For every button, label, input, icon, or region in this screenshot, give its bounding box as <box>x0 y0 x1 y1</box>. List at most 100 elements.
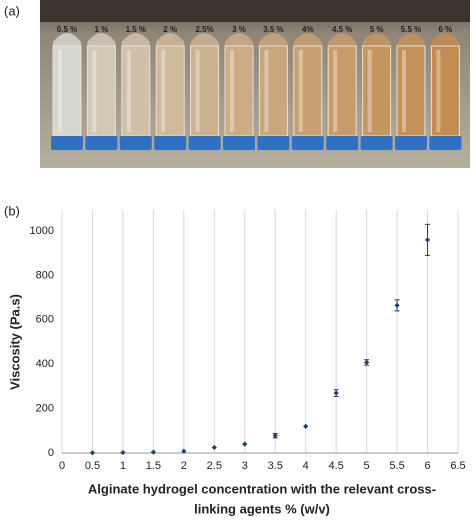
point <box>333 390 339 396</box>
point <box>424 237 431 243</box>
tube-shine <box>230 50 234 132</box>
x-tick-label: 2 <box>181 460 187 472</box>
tube-cap-top <box>293 33 322 48</box>
tube <box>396 45 426 137</box>
y-tick-label: 0 <box>48 447 54 459</box>
tube-label: 4.5 % <box>332 25 352 34</box>
x-tick-label: 0.5 <box>85 460 100 472</box>
y-tick-label: 200 <box>36 403 54 415</box>
tube-shine <box>298 50 303 132</box>
tube <box>155 45 185 137</box>
tube <box>224 45 254 137</box>
tube-label: 6 % <box>439 25 453 34</box>
x-tick-label: 4 <box>303 460 309 472</box>
panel-label: (a) <box>4 3 20 18</box>
y-tick-label: 800 <box>36 269 54 281</box>
x-tick-label: 2.5 <box>207 460 222 472</box>
tube-cap <box>257 136 290 150</box>
y-axis-label: Viscosity (Pa.s) <box>7 294 22 390</box>
tubes: 0.5 % 1 % 1.5 % 2 % 2.5% 3 % 3.5 % 4% 4.5 % 5 % 5.… <box>51 25 462 150</box>
tube-shine <box>161 50 166 132</box>
photo-top <box>40 0 470 22</box>
tube-cap-top <box>362 33 391 48</box>
point <box>272 433 278 439</box>
x-tick-label: 6.5 <box>450 460 465 472</box>
point <box>394 302 400 308</box>
tube-shine <box>436 50 441 132</box>
x-tick-label: 5 <box>364 460 370 472</box>
x-axis-label: Alginate hydrogel concentration with the… <box>88 481 436 496</box>
tube <box>52 45 82 137</box>
x-axis-label: linking agents % (w/v) <box>194 501 330 516</box>
chart: 0 0.5 1 1.5 2 2.5 3 3.5 4 4.5 5 5.5 6 6.5 0 200 400 600 80… <box>7 210 466 516</box>
tube-cap-top <box>328 33 357 48</box>
tube <box>362 45 392 137</box>
x-tick-label: 1.5 <box>146 460 161 472</box>
tube-cap <box>119 136 152 150</box>
tube-shine <box>264 50 269 132</box>
tube-label: 2 % <box>163 25 177 34</box>
tube-label: 5 % <box>370 25 384 34</box>
tube-cap <box>223 136 255 150</box>
panel-label: (b) <box>4 203 20 218</box>
tube-shine <box>402 50 406 132</box>
tube-cap-top <box>397 33 425 48</box>
tube <box>293 45 323 137</box>
tube-cap <box>85 136 118 150</box>
y-tick-label: 600 <box>36 314 54 326</box>
x-tick-label: 5.5 <box>389 460 404 472</box>
tube-shine <box>333 50 338 132</box>
point <box>242 441 248 447</box>
tube-label: 1 % <box>95 25 109 34</box>
x-tick-label: 1 <box>120 460 126 472</box>
tube-cap-top <box>53 33 81 48</box>
tube <box>327 45 357 137</box>
x-tick-label: 4.5 <box>329 460 344 472</box>
x-tick-label: 3 <box>242 460 248 472</box>
tube-label: 5.5 % <box>401 25 421 34</box>
tube-cap <box>395 136 427 150</box>
tube-cap-top <box>121 33 150 48</box>
point <box>120 449 126 456</box>
tube-shine <box>126 50 131 132</box>
tube <box>430 45 460 137</box>
tube-cap-top <box>190 33 219 48</box>
point <box>181 448 187 454</box>
tube <box>190 45 220 137</box>
tube-label: 1.5 % <box>126 25 146 34</box>
x-tick-label: 3.5 <box>268 460 283 472</box>
tube-cap <box>360 136 393 150</box>
tube-shine <box>92 50 97 132</box>
tube-label: 4% <box>302 25 314 34</box>
point <box>364 359 370 366</box>
x-tick-label: 6 <box>424 460 430 472</box>
x-tick-label: 0 <box>59 460 65 472</box>
tube-cap-top <box>225 33 253 48</box>
y-tick-label: 400 <box>36 358 54 370</box>
tube-cap <box>291 136 324 150</box>
tube-cap-top <box>156 33 185 48</box>
tube-label: 3 % <box>232 25 246 34</box>
tube-cap <box>326 136 359 150</box>
tube-label: 0.5 % <box>57 25 77 34</box>
tube-label: 3.5 % <box>263 25 283 34</box>
point <box>211 444 217 451</box>
tube-label: 2.5% <box>195 25 213 34</box>
tube-shine <box>367 50 372 132</box>
tube-cap <box>188 136 221 150</box>
y-tick-label: 1000 <box>30 225 54 237</box>
tube-cap-top <box>87 33 116 48</box>
tube <box>86 45 116 137</box>
tube <box>258 45 288 137</box>
point <box>303 423 309 429</box>
tube-cap <box>51 136 83 150</box>
tube-shine <box>195 50 200 132</box>
tube-shine <box>58 50 62 132</box>
tube <box>121 45 151 137</box>
point <box>150 449 156 455</box>
tube-cap-top <box>431 33 460 48</box>
tube-cap <box>154 136 187 150</box>
tube-cap-top <box>259 33 288 48</box>
